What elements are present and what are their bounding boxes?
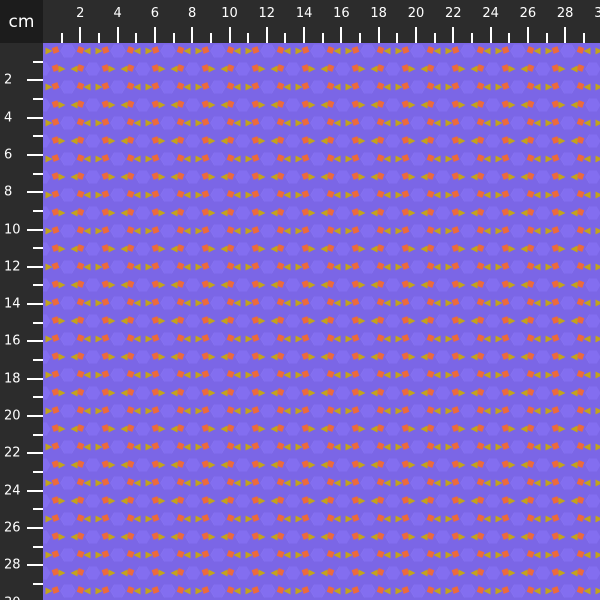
ruler-tick <box>33 60 43 63</box>
top-ruler-label: 8 <box>188 6 197 21</box>
ruler-tick <box>415 27 417 43</box>
left-ruler-label: 2 <box>4 72 13 88</box>
left-ruler-label: 24 <box>4 483 21 499</box>
ruler-tick <box>265 27 268 43</box>
left-ruler-label: 20 <box>4 408 21 424</box>
left-ruler-label: 26 <box>4 520 21 536</box>
ruler-tick <box>27 303 43 306</box>
left-ruler-label: 12 <box>4 259 21 275</box>
fabric-swatch <box>43 43 600 600</box>
ruler-tick <box>27 191 43 194</box>
top-ruler-label: 20 <box>407 6 425 21</box>
ruler-tick <box>433 33 436 43</box>
ruler-tick <box>33 470 43 473</box>
ruler-tick <box>27 116 43 119</box>
ruler-tick <box>33 545 43 548</box>
ruler-tick <box>452 27 455 43</box>
ruler-tick <box>27 377 43 380</box>
ruler-tick <box>340 27 343 43</box>
top-ruler-label: 14 <box>295 6 313 21</box>
top-ruler-label: 16 <box>333 6 350 21</box>
ruler-tick <box>191 27 194 43</box>
top-ruler-label: 18 <box>370 6 387 21</box>
top-ruler-label: 28 <box>556 6 574 21</box>
ruler-tick <box>508 33 511 43</box>
ruler-tick <box>97 33 100 43</box>
ruler-tick <box>33 247 43 250</box>
unit-label: cm <box>0 0 43 43</box>
left-ruler-label: 14 <box>4 296 21 312</box>
ruler-tick <box>284 33 287 43</box>
ruler-tick <box>33 284 43 287</box>
top-ruler-label: 22 <box>445 6 462 21</box>
left-ruler-label: 30 <box>4 595 21 600</box>
ruler-tick <box>303 27 306 43</box>
ruler-tick <box>489 27 492 43</box>
ruler-tick <box>27 265 43 268</box>
left-ruler-label: 16 <box>4 333 21 349</box>
ruler-tick <box>526 27 529 43</box>
left-ruler-label: 28 <box>4 557 21 573</box>
ruler-tick <box>582 33 585 43</box>
ruler-tick <box>116 27 119 43</box>
ruler-tick <box>321 33 324 43</box>
ruler-tick <box>33 209 43 212</box>
ruler-tick <box>377 27 380 43</box>
top-ruler-label: 2 <box>76 6 85 21</box>
top-ruler-label: 10 <box>221 6 238 21</box>
ruler-tick <box>27 526 43 529</box>
left-ruler: 24681012141618202224262830 <box>0 43 43 600</box>
ruler-tick <box>359 33 362 43</box>
ruler-tick <box>27 489 43 492</box>
ruler-tick <box>60 33 63 43</box>
ruler-tick <box>33 135 43 138</box>
top-ruler: 24681012141618202224262830 <box>43 0 600 43</box>
ruler-tick <box>27 228 43 231</box>
ruler-tick <box>27 564 43 567</box>
ruler-tick <box>27 340 43 343</box>
left-ruler-label: 4 <box>4 110 13 126</box>
ruler-tick <box>33 321 43 324</box>
ruler-tick <box>33 433 43 436</box>
ruler-tick <box>33 359 43 362</box>
top-ruler-label: 4 <box>113 6 122 21</box>
ruler-tick <box>33 582 43 585</box>
left-ruler-label: 8 <box>4 184 13 200</box>
left-ruler-label: 10 <box>4 222 21 237</box>
ruler-tick <box>27 415 43 417</box>
ruler-tick <box>470 33 473 43</box>
ruler-tick <box>564 27 567 43</box>
top-ruler-label: 6 <box>150 6 160 21</box>
left-ruler-label: 18 <box>4 371 21 387</box>
top-ruler-label: 12 <box>258 6 276 21</box>
top-ruler-label: 24 <box>482 6 499 21</box>
ruler-tick <box>228 27 231 43</box>
ruler-tick <box>247 33 250 43</box>
ruler-tick <box>545 33 548 43</box>
ruler-tick <box>79 27 82 43</box>
ruler-tick <box>209 33 212 43</box>
ruler-tick <box>33 396 43 399</box>
ruler-tick <box>135 33 138 43</box>
ruler-tick <box>153 27 156 43</box>
top-ruler-label: 30 <box>594 6 600 21</box>
ruler-tick <box>172 33 175 43</box>
left-ruler-label: 6 <box>4 147 13 163</box>
ruler-tick <box>27 153 43 156</box>
top-ruler-label: 26 <box>519 6 537 21</box>
fabric-pattern <box>43 43 600 600</box>
ruler-tick <box>33 97 43 100</box>
ruler-tick <box>33 508 43 511</box>
ruler-tick <box>33 172 43 175</box>
ruler-tick <box>27 452 43 455</box>
left-ruler-label: 22 <box>4 445 21 461</box>
ruler-tick <box>27 79 43 82</box>
ruler-tick <box>396 33 399 43</box>
